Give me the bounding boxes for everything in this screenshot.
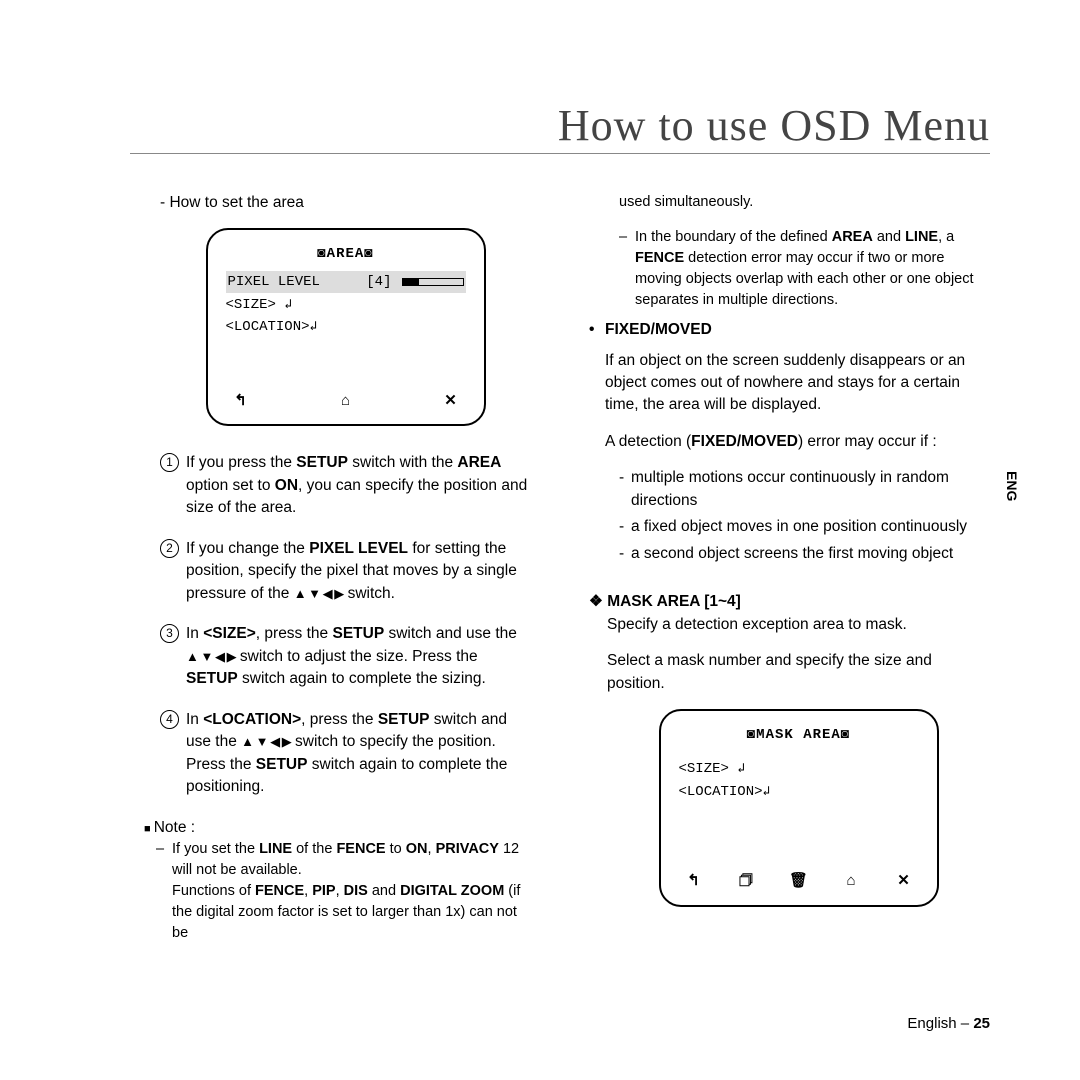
- enter-icon: [310, 317, 318, 337]
- enter-icon: [737, 759, 745, 779]
- mask-p1: Specify a detection exception area to ma…: [607, 614, 990, 636]
- fixed-section: FIXED/MOVED If an object on the screen s…: [589, 319, 990, 565]
- cont-list: In the boundary of the defined AREA and …: [619, 227, 990, 311]
- note-list: If you set the LINE of the FENCE to ON, …: [144, 839, 531, 944]
- mask-p2: Select a mask number and specify the siz…: [607, 650, 990, 695]
- fixed-p1: If an object on the screen suddenly disa…: [605, 350, 990, 417]
- osd-mask-footer: ↰ 🗇 🗑 ⌂ ✕: [679, 873, 919, 889]
- step-3: In <SIZE>, press the SETUP switch and us…: [160, 623, 531, 690]
- osd-footer: ↰ ⌂ ✕: [226, 392, 466, 408]
- arrows-icon: ▲ ▼ ◀ ▶: [241, 734, 291, 749]
- right-column: used simultaneously. In the boundary of …: [589, 192, 990, 950]
- step-1: If you press the SETUP switch with the A…: [160, 452, 531, 519]
- left-column: - How to set the area ◙AREA◙ PIXEL LEVEL…: [130, 192, 531, 950]
- note-item: If you set the LINE of the FENCE to ON, …: [156, 839, 531, 944]
- note-heading: Note :: [144, 817, 531, 839]
- osd-pixel-row: PIXEL LEVEL [4]: [226, 271, 466, 293]
- fixed-moved-block: FIXED/MOVED If an object on the screen s…: [589, 319, 990, 565]
- delete-icon: 🗑: [790, 873, 808, 889]
- save-icon: 🗇: [737, 873, 755, 889]
- error-list: multiple motions occur continuously in r…: [605, 467, 990, 565]
- title-rule: [130, 153, 990, 154]
- osd-mask-size-label: <SIZE>: [679, 759, 729, 779]
- home-icon: ⌂: [842, 873, 860, 889]
- close-icon: ✕: [895, 873, 913, 889]
- footer-language: English: [907, 1015, 956, 1032]
- step-4: In <LOCATION>, press the SETUP switch an…: [160, 709, 531, 799]
- enter-icon: [763, 782, 771, 802]
- page-title: How to use OSD Menu: [130, 100, 990, 151]
- fixed-p2: A detection (FIXED/MOVED) error may occu…: [605, 431, 990, 453]
- error-item: a fixed object moves in one position con…: [619, 516, 990, 538]
- fixed-moved-heading: FIXED/MOVED: [605, 321, 712, 338]
- language-tab: ENG: [1002, 465, 1022, 507]
- footer-page-number: 25: [973, 1015, 990, 1032]
- error-item: multiple motions occur continuously in r…: [619, 467, 990, 512]
- osd-pixel-slider: [402, 278, 464, 286]
- steps-list: If you press the SETUP switch with the A…: [160, 452, 531, 798]
- cont-item: In the boundary of the defined AREA and …: [619, 227, 990, 311]
- osd-mask-size-row: <SIZE>: [679, 759, 919, 779]
- osd-mask-title: ◙MASK AREA◙: [679, 725, 919, 745]
- page-footer: English – 25: [907, 1015, 990, 1032]
- osd-mask-box: ◙MASK AREA◙ <SIZE> <LOCATION> ↰ 🗇 🗑 ⌂ ✕: [659, 709, 939, 907]
- arrows-icon: ▲ ▼ ◀ ▶: [186, 649, 236, 664]
- osd-area-title: ◙AREA◙: [226, 244, 466, 264]
- cont-text: used simultaneously.: [619, 192, 990, 213]
- howto-label: - How to set the area: [160, 192, 531, 214]
- back-icon: ↰: [685, 873, 703, 889]
- arrows-icon: ▲ ▼ ◀ ▶: [294, 586, 344, 601]
- osd-mask-location-label: <LOCATION>: [679, 782, 763, 802]
- step-2: If you change the PIXEL LEVEL for settin…: [160, 538, 531, 605]
- home-icon: ⌂: [337, 392, 355, 408]
- osd-size-row: <SIZE>: [226, 295, 466, 315]
- error-item: a second object screens the first moving…: [619, 543, 990, 565]
- osd-area-box: ◙AREA◙ PIXEL LEVEL [4] <SIZE> <LOCATION>: [206, 228, 486, 426]
- mask-heading: MASK AREA [1~4]: [589, 591, 990, 613]
- back-icon: ↰: [232, 392, 250, 408]
- osd-location-row: <LOCATION>: [226, 317, 466, 337]
- osd-mask-location-row: <LOCATION>: [679, 782, 919, 802]
- enter-icon: [284, 295, 292, 315]
- osd-location-label: <LOCATION>: [226, 317, 310, 337]
- osd-pixel-label: PIXEL LEVEL: [228, 272, 320, 292]
- osd-pixel-value: [4]: [366, 272, 391, 292]
- osd-size-label: <SIZE>: [226, 295, 276, 315]
- close-icon: ✕: [442, 392, 460, 408]
